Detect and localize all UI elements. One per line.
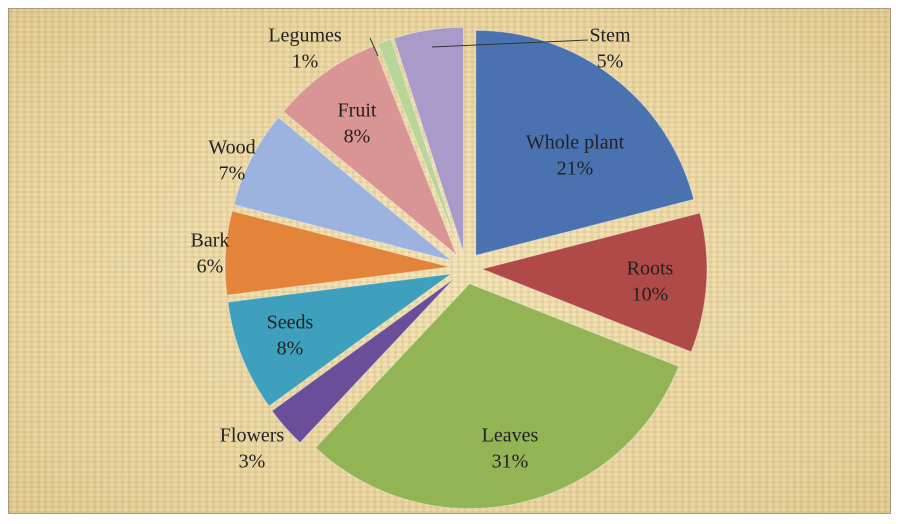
pie-slice [224,210,451,296]
leader-line [431,39,589,48]
slice-value-label: 8% [344,126,371,148]
slice-value-label: 3% [239,451,266,473]
pie-slice [282,45,458,256]
leader-line [369,37,379,57]
slice-label: Legumes [268,25,342,47]
slice-label: Fruit [338,100,377,122]
slice-value-label: 10% [632,284,669,306]
slice-label: Bark [191,230,230,252]
pie-slice [377,38,462,254]
slice-label: Seeds [267,312,314,334]
pie-slice [475,29,695,257]
pie-slice [233,116,453,262]
slice-value-label: 31% [492,451,529,473]
slice-label: Wood [208,137,255,159]
slice-label: Leaves [482,425,539,447]
slice-label: Flowers [220,425,285,447]
pie-slice [227,273,452,407]
pie-slice [393,26,464,253]
slice-value-label: 7% [219,163,246,185]
slice-label: Whole plant [526,132,625,154]
slice-value-label: 8% [277,338,304,360]
slice-label: Roots [627,258,674,280]
slice-label: Stem [589,25,631,47]
slice-value-label: 5% [597,51,624,73]
pie-slice [314,283,680,510]
pie-slice [480,212,708,353]
slice-value-label: 6% [197,256,224,278]
slice-value-label: 1% [292,51,319,73]
slice-value-label: 21% [557,158,594,180]
pie-slice [271,278,455,444]
